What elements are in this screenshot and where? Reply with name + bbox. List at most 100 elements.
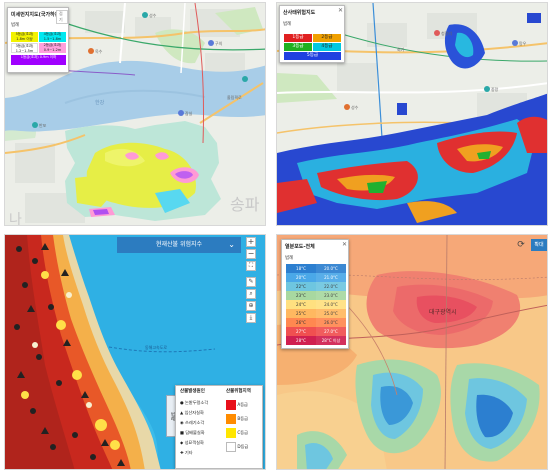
flood-legend-title: 미세먼지지도(국가하천)	[11, 12, 62, 18]
city-label: 대구광역시	[429, 309, 457, 316]
map-toolbar: + − ⛶ ✎ ⌕ ⊕ ⤓	[246, 237, 258, 323]
flood-legend-cell: 4등급(초과) 1.5~1.8m	[39, 32, 66, 42]
heat-legend-swatch: 24°C	[286, 300, 316, 309]
search-button[interactable]: ⌕	[246, 289, 256, 299]
triangle-marker-icon: ▲	[180, 410, 184, 415]
svg-text:중랑: 중랑	[491, 86, 499, 92]
heat-legend-row: 22°C 22.0°C	[286, 282, 346, 291]
landslide-legend-cell: 4등급	[313, 43, 341, 51]
wildfire-map-panel[interactable]: 동해고속도로 현재산불 위험지수 ⌄ + − ⛶ ✎ ⌕ ⊕ ⤓ 범례 산불발생…	[4, 234, 266, 470]
cause-list: ● 논밭두렁소각 ▲ 입산자실화 ◉ 쓰레기소각 ■ 담배불실화 ◆ 성묘객실화…	[180, 398, 208, 458]
heat-legend: 열분포도-전체 ✕ 범례 18°C 20.0°C 20°C 21.0°C 22°C 22.…	[281, 239, 349, 349]
ring-marker-icon: ◉	[180, 420, 184, 425]
svg-text:반포: 반포	[39, 122, 47, 128]
flood-legend-subtitle: 범례	[11, 23, 20, 28]
svg-text:청량리: 청량리	[441, 30, 452, 36]
heat-legend-row: 23°C 23.0°C	[286, 291, 346, 300]
heat-legend-range: 20.0°C	[316, 264, 346, 273]
risk-level-item: B등급	[226, 412, 248, 426]
diamond-marker-icon: ◆	[180, 440, 184, 445]
heat-legend-swatch: 20°C	[286, 273, 316, 282]
heat-legend-swatch: 25°C	[286, 309, 316, 318]
flood-legend-cell: 5등급(초과) 1.8m 이상	[11, 32, 38, 42]
flood-legend-collapse-button[interactable]: 접기	[56, 10, 68, 24]
svg-text:잠실: 잠실	[185, 110, 193, 116]
square-marker-icon: ■	[180, 430, 184, 435]
wildfire-legend: 산불발생원인 산불위험지역 ● 논밭두렁소각 ▲ 입산자실화 ◉ 쓰레기소각 ■…	[175, 385, 263, 469]
risk-column-title: 산불위험지역	[226, 389, 251, 394]
landslide-legend-title: 산사태위험지도	[283, 10, 316, 16]
risk-level-item: A등급	[226, 398, 248, 412]
risk-level-item: C등급	[226, 426, 248, 440]
landslide-legend-subtitle: 범례	[283, 22, 292, 27]
svg-text:올림픽로: 올림픽로	[227, 94, 242, 100]
flood-legend-cell: 3등급(초과) 1.2~1.5m	[11, 43, 38, 53]
landslide-legend-cell: 3등급	[284, 43, 312, 51]
cross-marker-icon: ✚	[180, 450, 184, 455]
risk-index-header[interactable]: 현재산불 위험지수 ⌄	[117, 237, 241, 253]
download-button[interactable]: ⤓	[246, 313, 256, 323]
cause-item: ▲ 입산자실화	[180, 410, 204, 415]
cause-item: ● 논밭두렁소각	[180, 400, 209, 405]
heat-legend-cells: 18°C 20.0°C 20°C 21.0°C 22°C 22.0°C 23°C 23.0°C…	[286, 264, 346, 345]
heat-legend-range: 25.0°C	[316, 309, 346, 318]
flood-legend-cell: 2등급(초과) 0.9~1.2m	[39, 43, 66, 53]
flood-legend: 미세먼지지도(국가하천) 접기 범례 5등급(초과) 1.8m 이상 4등급(초…	[7, 7, 69, 73]
fullscreen-button[interactable]: ⛶	[246, 261, 256, 271]
refresh-icon[interactable]: ⟳	[517, 240, 525, 250]
heat-legend-swatch: 27°C	[286, 327, 316, 336]
heat-legend-title: 열분포도-전체	[285, 244, 315, 250]
cause-item: ✚ 기타	[180, 450, 193, 455]
flood-legend-cell: 1등급(초과) 0.9m 이하	[11, 55, 66, 65]
heat-legend-close-icon[interactable]: ✕	[342, 241, 348, 248]
risk-swatch	[226, 400, 236, 410]
risk-swatch	[226, 414, 236, 424]
zoom-out-button[interactable]: −	[246, 249, 256, 259]
heat-legend-row: 27°C 27.0°C	[286, 327, 346, 336]
risk-swatch	[226, 428, 236, 438]
cause-column-title: 산불발생원인	[180, 389, 205, 394]
heat-legend-row: 20°C 21.0°C	[286, 273, 346, 282]
svg-text:회기: 회기	[397, 46, 405, 52]
cause-item: ◉ 쓰레기소각	[180, 420, 205, 425]
landslide-legend-close-icon[interactable]: ✕	[338, 7, 344, 14]
heat-legend-swatch: 28°C	[286, 336, 316, 345]
heat-legend-subtitle: 범례	[285, 256, 294, 261]
river-label: 한강	[95, 100, 105, 106]
circle-marker-icon: ●	[180, 400, 184, 405]
heat-legend-range: 27.0°C	[316, 327, 346, 336]
risk-level-list: A등급 B등급 C등급 D등급	[226, 398, 248, 454]
heat-legend-row: 28°C 28°C 이상	[286, 336, 346, 345]
heat-legend-swatch: 23°C	[286, 291, 316, 300]
heat-legend-swatch: 22°C	[286, 282, 316, 291]
chevron-down-icon[interactable]: ⌄	[228, 240, 235, 249]
svg-text:성수: 성수	[351, 104, 359, 110]
expand-button[interactable]: 확대	[531, 239, 547, 251]
risk-swatch	[226, 442, 236, 452]
highway-label: 동해고속도로	[145, 345, 168, 350]
landslide-legend-cell: 5등급	[284, 52, 341, 60]
heat-legend-range: 24.0°C	[316, 300, 346, 309]
flood-map-panel[interactable]: 성수 구의 잠실 반포 옥수 올림픽로 송파 나 한강 미세먼지지도(국가하천) 접기 …	[4, 2, 266, 226]
draw-button[interactable]: ✎	[246, 277, 256, 287]
svg-text:구의: 구의	[215, 40, 223, 46]
heat-legend-swatch: 26°C	[286, 318, 316, 327]
landslide-legend-cell: 1등급	[284, 34, 312, 42]
heat-legend-row: 25°C 25.0°C	[286, 309, 346, 318]
heat-legend-range: 22.0°C	[316, 282, 346, 291]
risk-index-title: 현재산불 위험지수	[155, 241, 203, 248]
risk-level-item: D등급	[226, 440, 248, 454]
svg-text:망우: 망우	[519, 40, 527, 46]
zoom-in-button[interactable]: +	[246, 237, 256, 247]
heat-legend-range: 26.0°C	[316, 318, 346, 327]
locate-button[interactable]: ⊕	[246, 301, 256, 311]
heat-map-panel[interactable]: 대구광역시 확대 ⟳ 열분포도-전체 ✕ 범례 18°C 20.0°C 20°C 21…	[276, 234, 548, 470]
cause-item: ■ 담배불실화	[180, 430, 205, 435]
heat-legend-range: 28°C 이상	[316, 336, 346, 345]
svg-text:성수: 성수	[149, 12, 157, 18]
heat-legend-row: 26°C 26.0°C	[286, 318, 346, 327]
svg-text:옥수: 옥수	[95, 48, 103, 54]
landslide-legend-cell: 2등급	[313, 34, 341, 42]
